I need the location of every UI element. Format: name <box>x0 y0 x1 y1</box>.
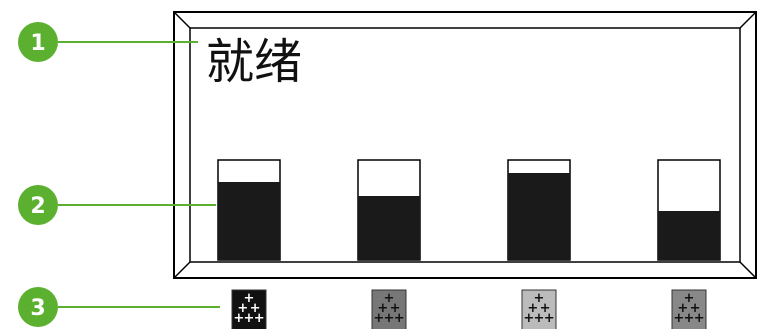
callout-2-circle <box>18 185 58 225</box>
supply-gauge-2-fill <box>358 196 420 260</box>
supply-icon-2-plus-mark: + <box>373 311 384 326</box>
frame-bevel-bottom-left <box>173 261 191 279</box>
supply-gauge-3 <box>507 159 571 261</box>
supply-icon-3: ++ ++ + + <box>521 289 557 329</box>
supply-icon-1: ++ ++ + + <box>231 289 267 329</box>
callout-3-circle <box>18 287 58 327</box>
supply-icon-3-plus-mark: + <box>544 311 555 326</box>
supply-icon-2-background <box>371 289 407 329</box>
frame-inner-border <box>189 27 741 263</box>
callout-3: 3 <box>18 287 58 327</box>
supply-icon-1-plus-mark: + <box>244 291 255 306</box>
supply-icon-2-plus-mark: + <box>390 301 401 316</box>
supply-icon-3-plus-mark: + <box>527 301 538 316</box>
callout-2: 2 <box>18 185 58 225</box>
supply-icon-4-plus-mark: + <box>677 301 688 316</box>
frame-bevel-top-left <box>173 11 191 29</box>
callout-1: 1 <box>18 22 58 62</box>
callout-1-circle <box>18 22 58 62</box>
supply-icon-1-plus-mark: + <box>254 311 265 326</box>
callout-leaders <box>58 41 220 308</box>
callout-2-number: 2 <box>30 194 45 219</box>
supply-icon-4-plus-mark: + <box>684 291 695 306</box>
callout-3-number: 3 <box>30 296 45 321</box>
supply-icon-3-background <box>521 289 557 329</box>
supply-icon-1-background <box>231 289 267 329</box>
supply-icon-4-plus-mark: + <box>673 311 684 326</box>
supply-gauge-3-fill <box>508 173 570 260</box>
status-message: 就绪 <box>206 34 302 90</box>
supply-icon-4: ++ ++ + + <box>671 289 707 329</box>
supply-icons: ++ ++ + +++ ++ + +++ ++ + +++ ++ + + <box>231 289 707 329</box>
supply-gauge-4-fill <box>658 211 720 260</box>
supply-icon-2-plus-mark: + <box>384 291 395 306</box>
supply-icon-2-plus-mark: + <box>377 301 388 316</box>
supply-icon-3-plus-mark: + <box>540 301 551 316</box>
supply-icon-1-plus-mark: + <box>250 301 261 316</box>
supply-icon-2-plus-mark: + <box>394 311 405 326</box>
supply-icon-1-plus-mark: + <box>237 301 248 316</box>
supply-icon-4-plus-mark: + <box>684 311 695 326</box>
supply-icon-4-background <box>671 289 707 329</box>
supply-icon-1-plus-mark: + <box>244 311 255 326</box>
supply-icon-4-plus-mark: + <box>694 311 705 326</box>
supply-icon-3-plus-mark: + <box>534 291 545 306</box>
supply-gauges <box>217 159 721 261</box>
frame-bevel-bottom-right <box>739 261 757 279</box>
supply-icon-4-plus-mark: + <box>690 301 701 316</box>
supply-gauge-4 <box>657 159 721 261</box>
supply-icon-2-plus-mark: + <box>384 311 395 326</box>
supply-gauge-2 <box>357 159 421 261</box>
supply-icon-1-plus-mark: + <box>233 311 244 326</box>
frame-bevel-top-right <box>739 11 757 29</box>
supply-icon-2: ++ ++ + + <box>371 289 407 329</box>
supply-icon-3-plus-mark: + <box>534 311 545 326</box>
supply-gauge-1-fill <box>218 182 280 260</box>
callout-1-number: 1 <box>30 31 45 56</box>
supply-gauge-1 <box>217 159 281 261</box>
supply-icon-3-plus-mark: + <box>523 311 534 326</box>
